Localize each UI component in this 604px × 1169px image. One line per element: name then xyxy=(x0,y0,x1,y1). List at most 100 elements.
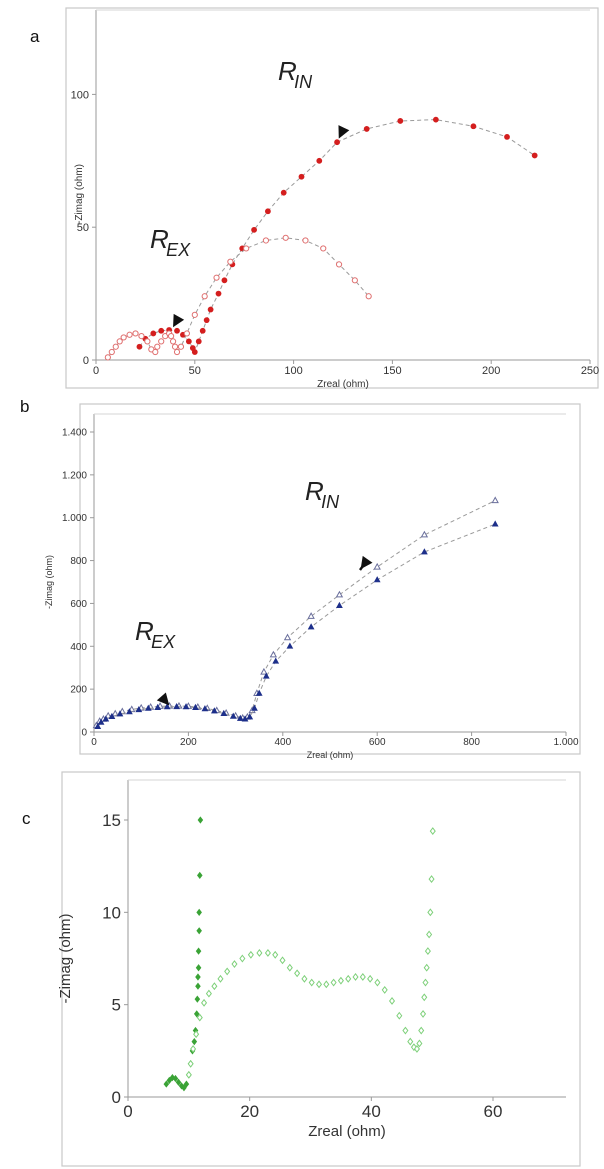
data-point xyxy=(135,705,143,713)
data-point xyxy=(152,348,159,356)
annotation-label: R xyxy=(150,224,169,254)
data-point xyxy=(320,245,327,252)
panel-c: c 0 20 40 60 0 5 10 15 Zreal (ohm) -Zimag (ohm) xyxy=(0,770,604,1169)
data-point xyxy=(396,1011,403,1020)
data-point xyxy=(246,713,254,720)
y-tick-label: 1.400 xyxy=(62,428,87,439)
data-point xyxy=(279,956,286,965)
x-axis-label: Zreal (ohm) xyxy=(317,379,369,390)
data-point xyxy=(413,1045,420,1053)
data-point xyxy=(213,274,220,281)
data-point xyxy=(363,126,370,132)
series-2 xyxy=(185,827,436,1079)
data-point xyxy=(286,963,293,972)
x-tick-label: 100 xyxy=(284,365,302,377)
data-point xyxy=(294,969,301,978)
data-point xyxy=(243,245,250,252)
data-point xyxy=(420,1009,427,1018)
data-point xyxy=(185,1070,192,1079)
annotation-label: R xyxy=(135,616,154,646)
data-point xyxy=(201,293,208,300)
data-point xyxy=(207,306,214,313)
data-point xyxy=(174,327,180,334)
data-point xyxy=(163,703,171,710)
x-tick-label: 20 xyxy=(240,1102,259,1121)
data-point xyxy=(203,317,210,324)
y-tick-label: 0 xyxy=(83,355,89,367)
data-point xyxy=(182,703,190,710)
data-point xyxy=(424,947,431,956)
data-point xyxy=(193,1030,200,1039)
data-point xyxy=(272,657,280,664)
data-point xyxy=(163,1080,170,1088)
data-point xyxy=(491,496,499,504)
data-point xyxy=(132,330,139,337)
data-point xyxy=(531,152,538,159)
data-point xyxy=(220,709,228,716)
data-point xyxy=(116,338,123,345)
panel-letter: a xyxy=(30,27,40,46)
data-point xyxy=(272,950,279,959)
data-point xyxy=(365,293,372,300)
data-point xyxy=(315,980,323,989)
data-point xyxy=(367,974,374,983)
data-point xyxy=(196,1013,203,1022)
data-point xyxy=(197,871,203,880)
data-point xyxy=(241,715,249,722)
data-point xyxy=(373,562,381,570)
annotation-subscript: IN xyxy=(321,492,340,512)
series-1 xyxy=(136,116,538,355)
data-point xyxy=(185,338,192,345)
x-tick-label: 200 xyxy=(180,737,197,748)
data-point xyxy=(197,816,204,824)
data-point xyxy=(190,1045,197,1053)
data-point xyxy=(126,331,133,338)
data-point xyxy=(171,343,179,350)
x-tick-label: 60 xyxy=(484,1102,503,1121)
data-point xyxy=(196,927,202,935)
x-tick-label: 40 xyxy=(362,1102,381,1121)
data-point xyxy=(264,949,271,957)
data-point xyxy=(373,576,381,583)
y-tick-label: 600 xyxy=(70,599,87,610)
data-point xyxy=(262,672,270,679)
data-point xyxy=(194,995,201,1003)
x-tick-label: 400 xyxy=(274,737,291,748)
annotation-label: R xyxy=(278,56,297,86)
data-point xyxy=(432,116,439,123)
data-point xyxy=(422,978,429,987)
data-point xyxy=(286,642,294,649)
data-point xyxy=(97,718,105,725)
x-tick-label: 800 xyxy=(463,737,480,748)
data-point xyxy=(195,338,202,345)
data-point xyxy=(187,1059,194,1068)
data-point xyxy=(301,974,308,983)
data-point xyxy=(154,343,161,350)
data-point xyxy=(169,338,177,345)
y-tick-label: 5 xyxy=(112,996,121,1015)
y-tick-label: 400 xyxy=(70,642,87,653)
data-point xyxy=(201,705,209,712)
x-axis-label: Zreal (ohm) xyxy=(308,1123,386,1140)
data-point xyxy=(199,327,206,334)
data-point xyxy=(265,208,271,215)
data-point xyxy=(336,601,343,608)
data-point xyxy=(158,327,165,334)
data-point xyxy=(298,173,305,180)
data-point xyxy=(173,702,180,710)
data-point xyxy=(195,982,201,990)
data-point xyxy=(255,689,263,696)
data-point xyxy=(144,338,151,345)
data-point xyxy=(192,703,199,710)
data-point xyxy=(224,967,231,976)
data-point xyxy=(183,1080,190,1088)
annotation-label: R xyxy=(305,476,324,506)
panel-a: a 0 50 100 150 200 250 0 50 100 Zreal (ohm) -Zimag … xyxy=(0,0,604,392)
x-tick-label: 200 xyxy=(482,365,500,377)
data-point xyxy=(210,707,218,714)
data-point xyxy=(169,1073,176,1082)
y-tick-label: 1.000 xyxy=(62,513,87,524)
data-point xyxy=(402,1026,409,1035)
chart-b: b 0 200 400 600 800 1.000 0 200 400 600 800 1.000 1.2… xyxy=(20,397,581,760)
data-point xyxy=(126,708,133,715)
